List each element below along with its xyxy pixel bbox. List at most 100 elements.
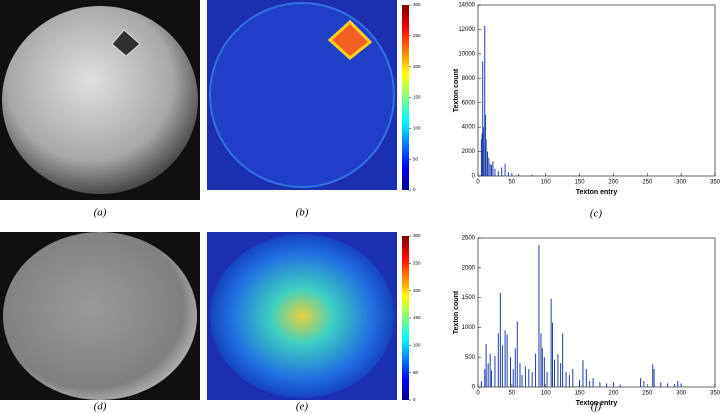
bar bbox=[488, 157, 490, 176]
plot-frame bbox=[477, 237, 716, 388]
bar bbox=[519, 363, 521, 387]
bar bbox=[480, 381, 482, 387]
texture-map bbox=[209, 2, 395, 188]
y-tick-label: 2000 bbox=[462, 265, 476, 271]
panel-label: (f) bbox=[591, 401, 602, 413]
colorbar-tick-label: 250 bbox=[413, 261, 421, 266]
colorbar-tick-label: 300 bbox=[413, 233, 421, 238]
y-tick-label: 10000 bbox=[458, 51, 475, 57]
bar bbox=[497, 171, 499, 176]
bar bbox=[612, 382, 614, 387]
bar bbox=[543, 357, 545, 387]
y-tick-label: 14000 bbox=[458, 3, 475, 9]
bar bbox=[541, 348, 543, 387]
x-tick-label: 100 bbox=[541, 391, 552, 397]
bar bbox=[482, 127, 484, 176]
crystal-hotspot bbox=[327, 19, 373, 60]
bar bbox=[484, 114, 486, 176]
y-axis-label: Texton count bbox=[453, 68, 460, 112]
bar bbox=[489, 353, 491, 387]
colorbar-tick-label: 100 bbox=[413, 343, 421, 348]
bar bbox=[480, 139, 482, 176]
bar bbox=[531, 372, 533, 387]
bar bbox=[677, 381, 679, 387]
bar bbox=[606, 383, 608, 387]
bar bbox=[528, 369, 530, 387]
y-tick-label: 12000 bbox=[458, 27, 475, 33]
panel-label: (c) bbox=[590, 208, 603, 220]
bar bbox=[524, 366, 526, 387]
bar bbox=[673, 384, 675, 387]
bar bbox=[504, 163, 506, 176]
colorbar-tick-label: 50 bbox=[413, 156, 419, 161]
colorbar-tick-label: 50 bbox=[413, 370, 419, 375]
bar bbox=[582, 360, 584, 387]
crystal-drop bbox=[2, 6, 198, 194]
x-tick-label: 0 bbox=[476, 391, 480, 397]
bar bbox=[499, 292, 501, 387]
bar bbox=[501, 345, 503, 387]
bar bbox=[518, 174, 520, 176]
bar bbox=[485, 139, 487, 176]
bar bbox=[599, 382, 601, 387]
bar bbox=[481, 133, 483, 176]
x-tick-label: 200 bbox=[608, 391, 619, 397]
panel-label: (e) bbox=[296, 401, 309, 413]
bar bbox=[501, 167, 503, 176]
colorbar bbox=[402, 236, 409, 400]
colorbar-tick-label: 200 bbox=[413, 288, 421, 293]
bar bbox=[521, 375, 523, 387]
bar bbox=[484, 369, 486, 387]
x-tick-label: 50 bbox=[509, 391, 516, 397]
bar bbox=[568, 375, 570, 387]
bar bbox=[643, 381, 645, 387]
colorbar-tick-label: 200 bbox=[413, 64, 421, 69]
bar bbox=[535, 353, 537, 387]
bar bbox=[562, 333, 564, 387]
bar bbox=[516, 321, 518, 387]
texture-map bbox=[210, 234, 394, 398]
colorbar-tick-label: 300 bbox=[413, 2, 421, 7]
bar bbox=[680, 383, 682, 387]
bar bbox=[652, 364, 654, 387]
colorbar bbox=[402, 5, 409, 190]
y-axis-label: Texton count bbox=[453, 290, 460, 334]
x-tick-label: 150 bbox=[575, 180, 586, 186]
bar bbox=[554, 359, 556, 387]
bar bbox=[546, 372, 548, 387]
x-tick-label: 150 bbox=[575, 391, 586, 397]
y-tick-label: 1500 bbox=[462, 295, 476, 301]
y-tick-label: 1000 bbox=[462, 325, 476, 331]
bar bbox=[511, 173, 513, 176]
bar bbox=[572, 369, 574, 387]
bar bbox=[482, 61, 484, 176]
bar bbox=[565, 372, 567, 387]
x-tick-label: 250 bbox=[642, 180, 653, 186]
bar bbox=[585, 369, 587, 387]
bar bbox=[538, 245, 540, 387]
bar bbox=[484, 25, 486, 177]
x-tick-label: 350 bbox=[710, 180, 721, 186]
bar bbox=[646, 175, 648, 176]
bar bbox=[557, 354, 559, 387]
colorbar-tick-label: 0 bbox=[413, 187, 416, 192]
x-tick-label: 350 bbox=[710, 391, 721, 397]
bar bbox=[680, 174, 682, 176]
bar bbox=[491, 370, 493, 387]
bar bbox=[504, 330, 506, 387]
bar bbox=[551, 322, 553, 387]
x-tick-label: 100 bbox=[541, 180, 552, 186]
bar bbox=[487, 363, 489, 387]
x-tick-label: 50 bbox=[509, 180, 516, 186]
y-tick-label: 500 bbox=[465, 355, 476, 361]
bar bbox=[531, 174, 533, 176]
bar bbox=[494, 356, 496, 387]
x-tick-label: 300 bbox=[676, 180, 687, 186]
bar bbox=[486, 151, 488, 176]
bar bbox=[667, 383, 669, 387]
y-tick-label: 6000 bbox=[462, 100, 476, 106]
colorbar-tick-label: 150 bbox=[413, 95, 421, 100]
bar bbox=[497, 333, 499, 387]
bar bbox=[540, 333, 542, 387]
